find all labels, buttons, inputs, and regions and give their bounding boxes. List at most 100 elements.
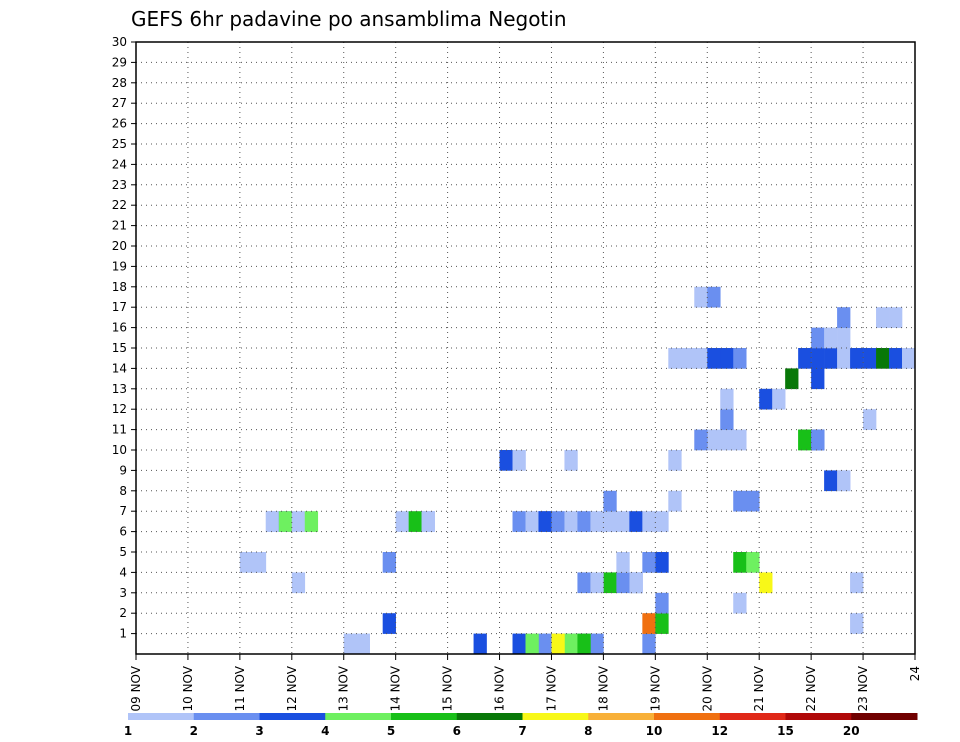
heatmap-cell	[616, 511, 630, 532]
y-tick-label: 7	[119, 504, 127, 518]
heatmap-cell	[902, 348, 916, 369]
heatmap-cell	[538, 633, 552, 655]
heatmap-cell	[694, 286, 708, 308]
legend-swatch	[325, 713, 392, 720]
heatmap-cell	[876, 348, 890, 369]
heatmap-cell	[473, 633, 487, 655]
y-tick-label: 24	[112, 157, 127, 171]
heatmap-cell	[525, 511, 539, 532]
heatmap-cell	[512, 450, 526, 471]
heatmap-cell	[850, 613, 864, 634]
y-tick-label: 26	[112, 117, 127, 131]
y-tick-label: 14	[112, 361, 127, 375]
x-tick-label: 23 NOV	[856, 665, 870, 711]
grid-lines	[136, 42, 915, 654]
heatmap-cell	[824, 348, 838, 369]
heatmap-cell	[889, 348, 903, 369]
legend-label: 2	[190, 724, 198, 738]
y-tick-label: 4	[119, 565, 127, 579]
heatmap-cell	[590, 572, 604, 594]
heatmap-cell	[837, 348, 851, 369]
x-tick-label: 10 NOV	[181, 665, 195, 711]
heatmap-cell	[590, 511, 604, 532]
legend-swatch	[456, 713, 523, 720]
legend-label: 12	[711, 724, 728, 738]
heatmap-cell	[382, 613, 396, 634]
legend-label: 4	[321, 724, 329, 738]
x-tick-label: 15 NOV	[441, 665, 455, 711]
heatmap-cell	[421, 511, 435, 532]
heatmap-cell	[863, 409, 877, 430]
legend-swatch	[128, 713, 195, 720]
heatmap-cell	[538, 511, 552, 532]
y-tick-label: 25	[112, 137, 127, 151]
x-tick-label: 11 NOV	[233, 665, 247, 711]
x-tick-label: 24	[908, 666, 922, 681]
legend-swatch	[193, 713, 260, 720]
heatmap-cell	[239, 552, 254, 573]
heatmap-cell	[746, 552, 760, 573]
heatmap-cell	[811, 429, 825, 451]
legend-swatch	[851, 713, 918, 720]
x-axis: 09 NOV 10 NOV 11 NOV 12 NOV 13 NOV 14 NOV 15 N…	[129, 654, 922, 712]
heatmap-cell	[629, 572, 643, 594]
heatmap-cell	[798, 348, 812, 369]
y-tick-label: 13	[112, 382, 127, 396]
heatmap-cell	[707, 348, 721, 369]
y-tick-label: 12	[112, 402, 127, 416]
y-tick-label: 21	[112, 219, 127, 233]
heatmap-cell	[655, 592, 669, 614]
heatmap-cell	[603, 511, 617, 532]
heatmap-cell	[304, 511, 319, 532]
legend-swatch	[391, 713, 458, 720]
y-tick-label: 16	[112, 321, 127, 335]
heatmap-cell	[889, 307, 903, 328]
heatmap-cell	[512, 633, 526, 655]
heatmap-cell	[811, 368, 825, 390]
heatmap-cell	[720, 348, 734, 369]
y-tick-label: 18	[112, 280, 127, 294]
x-tick-label: 21 NOV	[752, 665, 766, 711]
x-tick-label: 17 NOV	[544, 665, 558, 711]
legend-label: 15	[777, 724, 794, 738]
y-tick-label: 5	[119, 545, 127, 559]
y-axis: 1234567891011121314151617181920212223242…	[112, 35, 136, 641]
heatmap-cell	[707, 429, 721, 451]
heatmap-cell	[343, 633, 358, 655]
legend-swatch	[588, 713, 655, 720]
legend-swatch	[654, 713, 721, 720]
heatmap-cell	[785, 368, 799, 390]
heatmap-cell	[291, 511, 306, 532]
legend-label: 8	[584, 724, 592, 738]
heatmap-cell	[733, 490, 747, 512]
y-tick-label: 30	[112, 35, 127, 49]
heatmap-cell	[668, 490, 682, 512]
heatmap-cell	[655, 552, 669, 573]
heatmap-cell	[564, 450, 578, 471]
heatmap-cell	[356, 633, 370, 655]
x-tick-label: 13 NOV	[337, 665, 351, 711]
heatmap-cell	[382, 552, 396, 573]
heatmap-cell	[564, 633, 578, 655]
heatmap-cell	[291, 572, 306, 594]
heatmap-cell	[837, 307, 851, 328]
heatmap-cell	[395, 511, 409, 532]
heatmap-cell	[616, 552, 630, 573]
heatmap-cell	[642, 633, 656, 655]
legend-swatch	[259, 713, 326, 720]
heatmap-cell	[564, 511, 578, 532]
heatmap-cell	[720, 429, 734, 451]
y-tick-label: 6	[119, 525, 127, 539]
legend-label: 6	[453, 724, 461, 738]
heatmap-cell	[772, 388, 786, 410]
y-tick-label: 15	[112, 341, 127, 355]
heatmap-cell	[733, 429, 747, 451]
heatmap-cell	[681, 348, 695, 369]
heatmap-cell	[733, 552, 747, 573]
heatmap-cell	[694, 348, 708, 369]
x-tick-label: 19 NOV	[648, 665, 662, 711]
heatmap-cell	[655, 613, 669, 634]
y-tick-label: 23	[112, 178, 127, 192]
legend-swatch	[785, 713, 852, 720]
